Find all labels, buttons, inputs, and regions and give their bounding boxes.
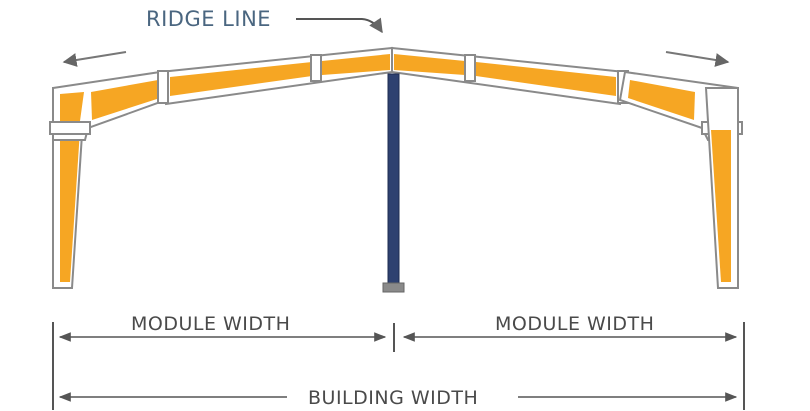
- right-rafter: [391, 46, 629, 106]
- left-rafter: [157, 46, 393, 106]
- module-width-right-dimension: MODULE WIDTH: [402, 313, 738, 342]
- module-width-right-label: MODULE WIDTH: [495, 313, 654, 335]
- building-width-dimension: BUILDING WIDTH: [58, 387, 738, 409]
- left-knee-connection: [49, 70, 168, 141]
- interior-column: [382, 73, 405, 293]
- left-slope-arrow: [62, 51, 127, 67]
- ridge-line-label: RIDGE LINE: [146, 7, 271, 31]
- right-column: [704, 87, 739, 289]
- module-width-left-dimension: MODULE WIDTH: [58, 313, 387, 342]
- building-width-label: BUILDING WIDTH: [308, 387, 478, 409]
- module-width-left-label: MODULE WIDTH: [131, 313, 290, 335]
- ridge-line-arrow: [296, 17, 383, 34]
- dimensions: MODULE WIDTH MODULE WIDTH BUILDING WIDTH: [52, 313, 745, 410]
- right-slope-arrow: [665, 51, 730, 67]
- rigid-frame: [49, 46, 743, 293]
- ridge-line-callout: RIDGE LINE: [146, 7, 383, 34]
